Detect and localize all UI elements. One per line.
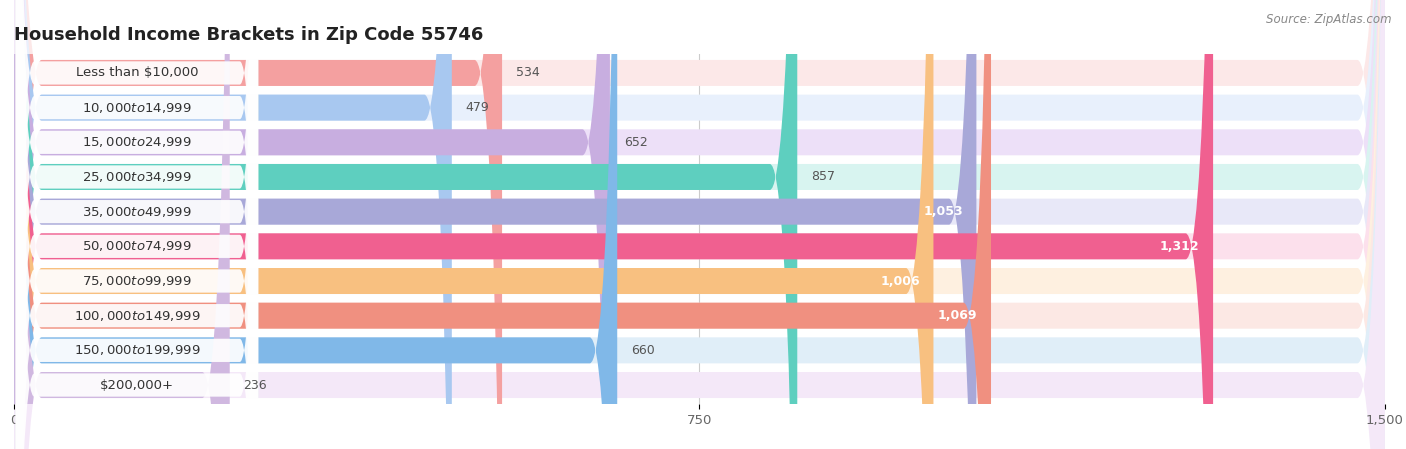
FancyBboxPatch shape [14,0,1213,449]
Text: 479: 479 [465,101,489,114]
Text: 1,053: 1,053 [924,205,963,218]
FancyBboxPatch shape [15,0,259,449]
FancyBboxPatch shape [14,0,1385,449]
Text: 534: 534 [516,66,540,79]
FancyBboxPatch shape [14,0,1385,449]
Text: $35,000 to $49,999: $35,000 to $49,999 [82,205,191,219]
Text: $15,000 to $24,999: $15,000 to $24,999 [82,135,191,150]
FancyBboxPatch shape [15,0,259,449]
Text: Less than $10,000: Less than $10,000 [76,66,198,79]
FancyBboxPatch shape [14,0,502,449]
Text: 1,069: 1,069 [938,309,977,322]
FancyBboxPatch shape [15,0,259,449]
Text: $100,000 to $149,999: $100,000 to $149,999 [73,308,200,323]
Text: 652: 652 [624,136,647,149]
FancyBboxPatch shape [15,0,259,449]
Text: $50,000 to $74,999: $50,000 to $74,999 [82,239,191,253]
FancyBboxPatch shape [14,0,1385,449]
FancyBboxPatch shape [15,0,259,449]
FancyBboxPatch shape [14,0,617,449]
Text: 236: 236 [243,379,267,392]
FancyBboxPatch shape [14,0,934,449]
Text: $25,000 to $34,999: $25,000 to $34,999 [82,170,191,184]
Text: $10,000 to $14,999: $10,000 to $14,999 [82,101,191,114]
FancyBboxPatch shape [14,0,976,449]
Text: $150,000 to $199,999: $150,000 to $199,999 [73,343,200,357]
FancyBboxPatch shape [15,0,259,449]
FancyBboxPatch shape [14,0,1385,449]
FancyBboxPatch shape [14,0,991,449]
FancyBboxPatch shape [14,0,610,449]
Text: Source: ZipAtlas.com: Source: ZipAtlas.com [1267,13,1392,26]
FancyBboxPatch shape [14,0,1385,449]
FancyBboxPatch shape [14,0,1385,449]
FancyBboxPatch shape [14,0,451,449]
Text: Household Income Brackets in Zip Code 55746: Household Income Brackets in Zip Code 55… [14,26,484,44]
Text: 857: 857 [811,171,835,184]
Text: 660: 660 [631,344,655,357]
FancyBboxPatch shape [14,0,1385,449]
FancyBboxPatch shape [15,0,259,449]
Text: 1,006: 1,006 [880,274,920,287]
Text: $200,000+: $200,000+ [100,379,174,392]
Text: $75,000 to $99,999: $75,000 to $99,999 [82,274,191,288]
FancyBboxPatch shape [15,0,259,449]
FancyBboxPatch shape [14,0,1385,449]
FancyBboxPatch shape [15,0,259,449]
FancyBboxPatch shape [14,0,797,449]
FancyBboxPatch shape [14,0,1385,449]
FancyBboxPatch shape [14,0,229,449]
FancyBboxPatch shape [14,0,1385,449]
FancyBboxPatch shape [15,0,259,449]
Text: 1,312: 1,312 [1160,240,1199,253]
